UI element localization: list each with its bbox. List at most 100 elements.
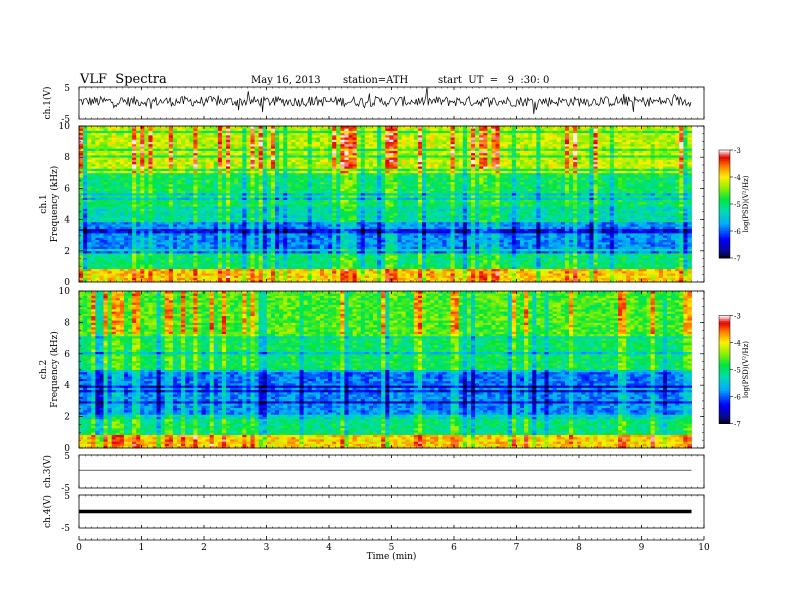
- spectrogram-cell: [479, 248, 484, 252]
- spectrogram-cell: [654, 264, 660, 267]
- spectrogram-cell: [426, 253, 431, 256]
- spectrogram-cell: [491, 217, 496, 220]
- spectrogram-cell: [409, 237, 415, 241]
- spectrogram-cell: [377, 230, 382, 234]
- spectrogram-cell: [291, 257, 296, 261]
- spectrogram-cell: [136, 219, 141, 223]
- spectrogram-cell: [319, 217, 325, 220]
- spectrogram-cell: [532, 255, 537, 258]
- spectrogram-cell: [520, 268, 525, 272]
- spectrogram-cell: [217, 266, 223, 270]
- spectrogram-cell: [638, 270, 643, 274]
- spectrogram-cell: [597, 224, 603, 227]
- spectrogram-cell: [279, 224, 284, 227]
- spectrogram-cell: [503, 275, 509, 278]
- spectrogram-cell: [589, 248, 594, 252]
- spectrogram-cell: [667, 224, 672, 227]
- spectrogram-cell: [324, 277, 329, 281]
- spectrogram-cell: [679, 266, 684, 270]
- spectrogram-cell: [250, 248, 255, 252]
- spectrogram-cell: [364, 257, 370, 261]
- spectrogram-cell: [593, 219, 598, 223]
- spectrogram-cell: [336, 253, 341, 256]
- spectrogram-cell: [426, 275, 431, 278]
- spectrogram-cell: [140, 237, 145, 241]
- spectrogram-cell: [238, 235, 243, 238]
- spectrogram-cell: [667, 226, 672, 229]
- spectrogram-cell: [79, 259, 84, 263]
- spectrogram-cell: [638, 237, 643, 241]
- spectrogram-cell: [667, 255, 672, 258]
- spectrogram-cell: [352, 226, 358, 229]
- spectrogram-cell: [91, 235, 96, 238]
- spectrogram-cell: [111, 273, 117, 276]
- spectrogram-cell: [95, 268, 100, 272]
- spectrogram-cell: [315, 219, 321, 223]
- spectrogram-cell: [430, 250, 435, 254]
- spectrogram-cell: [344, 219, 349, 223]
- spectrogram-cell: [201, 264, 206, 267]
- spectrogram-cell: [646, 226, 652, 229]
- spectrogram-cell: [601, 253, 607, 256]
- spectrogram-cell: [152, 235, 157, 238]
- spectrogram-cell: [687, 277, 692, 281]
- spectrogram-cell: [373, 226, 378, 229]
- spectrogram-cell: [291, 250, 296, 254]
- spectrogram-cell: [609, 275, 615, 278]
- spectrogram-cell: [279, 217, 284, 220]
- spectrogram-cell: [667, 264, 672, 267]
- spectrogram-cell: [642, 221, 647, 225]
- spectrogram-cell: [270, 266, 276, 270]
- spectrogram-cell: [266, 217, 272, 220]
- spectrogram-cell: [148, 228, 153, 232]
- spectrogram-cell: [262, 273, 268, 276]
- spectrogram-cell: [471, 275, 476, 278]
- spectrogram-cell: [348, 226, 353, 229]
- spectrogram-cell: [136, 259, 141, 263]
- spectrogram-cell: [401, 270, 407, 274]
- spectrogram-cell: [552, 239, 558, 243]
- spectrogram-cell: [340, 255, 345, 258]
- spectrogram-cell: [189, 268, 194, 272]
- spectrogram-cell: [132, 264, 137, 267]
- spectrogram-cell: [115, 237, 121, 241]
- spectrogram-cell: [544, 239, 549, 243]
- spectrogram-cell: [511, 235, 517, 238]
- spectrogram-cell: [393, 264, 398, 267]
- spectrogram-cell: [426, 217, 431, 220]
- spectrogram-cell: [295, 217, 300, 220]
- spectrogram-cell: [103, 259, 108, 263]
- spectrogram-cell: [544, 273, 549, 276]
- spectrogram-cell: [328, 275, 333, 278]
- spectrogram-cell: [609, 239, 615, 243]
- spectrogram-cell: [348, 257, 353, 261]
- spectrogram-cell: [83, 268, 88, 272]
- spectrogram-cell: [209, 232, 215, 236]
- spectrogram-cell: [532, 248, 537, 252]
- spectrogram-cell: [499, 268, 505, 272]
- spectrogram-cell: [434, 273, 439, 276]
- spectrogram-cell: [409, 248, 415, 252]
- spectrogram-cell: [324, 255, 329, 258]
- spectrogram-cell: [95, 248, 100, 252]
- spectrogram-cell: [91, 241, 96, 245]
- spectrogram-cell: [667, 244, 672, 247]
- spectrogram-cell: [417, 266, 423, 270]
- spectrogram-cell: [79, 219, 84, 223]
- spectrogram-cell: [671, 273, 676, 276]
- spectrogram-cell: [462, 261, 468, 265]
- spectrogram-cell: [630, 241, 635, 245]
- spectrogram-cell: [307, 259, 313, 263]
- spectrogram-cell: [401, 264, 407, 267]
- spectrogram-cell: [683, 253, 688, 256]
- spectrogram-cell: [577, 219, 582, 223]
- spectrogram-cell: [613, 237, 619, 241]
- spectrogram-cell: [544, 253, 549, 256]
- spectrogram-cell: [618, 261, 623, 265]
- spectrogram-cell: [168, 255, 174, 258]
- spectrogram-cell: [548, 270, 554, 274]
- spectrogram-cell: [123, 277, 129, 281]
- spectrogram-cell: [634, 221, 639, 225]
- spectrogram-cell: [103, 277, 108, 281]
- spectrogram-cell: [593, 230, 598, 234]
